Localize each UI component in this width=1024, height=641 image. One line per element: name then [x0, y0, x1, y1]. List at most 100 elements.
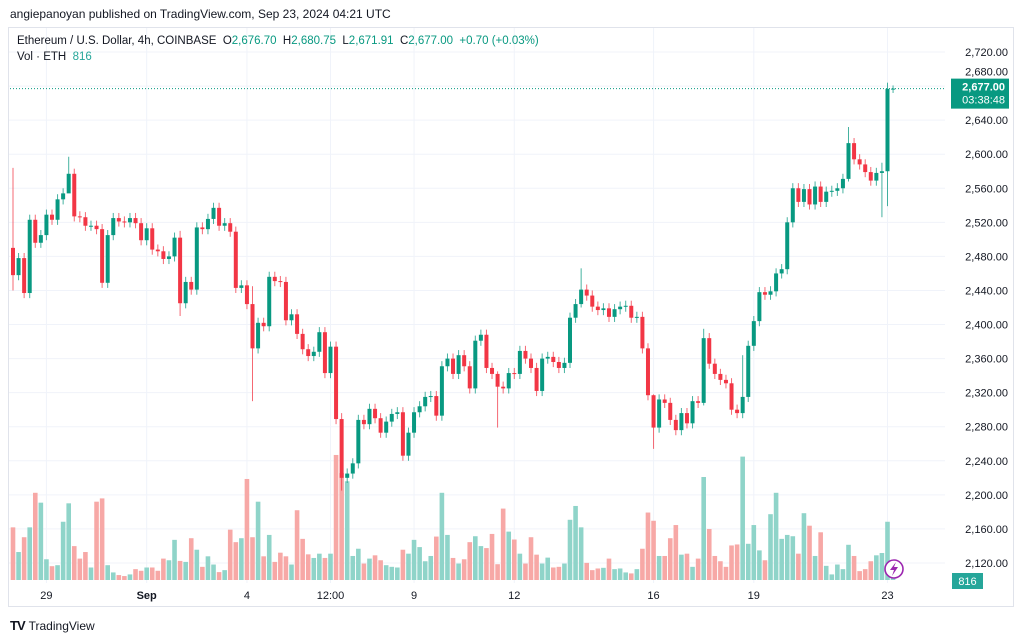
- lightning-icon[interactable]: [884, 559, 904, 579]
- time-tick-label: Sep: [137, 590, 157, 602]
- time-tick-label: 23: [881, 590, 893, 602]
- volume-bar: [322, 557, 328, 580]
- candle-body: [868, 172, 873, 181]
- candle-body: [551, 356, 556, 362]
- volume-bar: [461, 559, 467, 580]
- symbol-title[interactable]: Ethereum / U.S. Dollar, 4h, COINBASE: [17, 35, 217, 47]
- candle-body: [523, 350, 528, 359]
- candle-body: [306, 349, 311, 357]
- volume-bar: [640, 548, 645, 580]
- candle-body: [623, 305, 628, 307]
- candle-body: [233, 231, 238, 288]
- price-axis[interactable]: 2,120.00 2,160.00 2,200.00 2,240.00 2,280.00…: [965, 47, 1008, 570]
- candle-body: [389, 413, 394, 422]
- candle-body: [634, 316, 639, 318]
- grid: [9, 28, 945, 583]
- candle-body: [673, 419, 678, 431]
- candle-body: [746, 345, 751, 397]
- volume-bar: [261, 556, 266, 580]
- candle-body: [373, 408, 378, 419]
- price-tick-label: 2,160.00: [965, 524, 1008, 536]
- volume-bar: [745, 543, 751, 580]
- candle-body: [83, 217, 88, 226]
- candle-body: [356, 419, 361, 464]
- candle-body: [863, 164, 868, 173]
- volume-bar: [667, 538, 673, 580]
- footer: TV TradingView: [10, 618, 95, 633]
- volume-bar: [456, 563, 461, 580]
- candle-body: [16, 258, 21, 276]
- candle-body: [111, 218, 116, 236]
- volume-bar: [166, 560, 172, 580]
- chart-legend: Ethereum / U.S. Dollar, 4h, COINBASE O2,…: [17, 33, 539, 65]
- last-price-value: 2,677.00: [962, 82, 1005, 94]
- candle-body: [517, 350, 522, 374]
- candle-body: [501, 386, 506, 389]
- volume-bar: [250, 537, 255, 580]
- candle-body: [662, 399, 667, 403]
- candle-body: [568, 317, 572, 363]
- volume-bar: [450, 557, 456, 580]
- volume-bar: [495, 564, 500, 580]
- volume-value: 816: [958, 576, 976, 588]
- candle-body: [150, 228, 155, 250]
- price-tick-label: 2,400.00: [965, 320, 1008, 332]
- volume-bar: [44, 559, 49, 580]
- candle-body: [857, 159, 862, 165]
- candle-body: [595, 306, 600, 311]
- candle-body: [835, 188, 840, 191]
- candle-body: [222, 223, 227, 226]
- tradingview-logo-icon[interactable]: TV: [10, 618, 26, 633]
- price-tick-label: 2,240.00: [965, 456, 1008, 468]
- volume-bar: [417, 547, 422, 580]
- volume-bar: [389, 566, 395, 580]
- candle-body: [679, 413, 684, 431]
- candle-body: [38, 235, 43, 243]
- candle-body: [451, 358, 456, 374]
- candle-body: [161, 251, 166, 259]
- volume-bar: [38, 502, 44, 580]
- volume-bar: [445, 534, 450, 580]
- volume-bar: [473, 536, 478, 580]
- candle-body: [629, 305, 634, 318]
- candle-body: [49, 214, 54, 220]
- volume-bar: [66, 503, 71, 580]
- candle-body: [172, 237, 177, 257]
- candle-body: [127, 218, 132, 223]
- volume-bar: [283, 556, 289, 580]
- candle-body: [272, 276, 277, 282]
- candle-body: [506, 373, 511, 389]
- candle-body: [456, 355, 461, 374]
- candle-body: [690, 401, 695, 424]
- volume-bar: [645, 512, 651, 580]
- volume-bar: [512, 539, 517, 580]
- candle-body: [885, 88, 890, 172]
- candle-body: [239, 285, 244, 288]
- candle-body: [467, 366, 472, 389]
- candle-body: [183, 281, 188, 304]
- candle-body: [211, 207, 216, 219]
- ohlc-row: Ethereum / U.S. Dollar, 4h, COINBASE O2,…: [17, 33, 539, 49]
- candle-body: [462, 355, 467, 367]
- candle-body: [423, 396, 428, 407]
- candle-body: [412, 412, 417, 433]
- volume-bar: [723, 566, 729, 580]
- volume-bar: [757, 550, 762, 580]
- brand-name[interactable]: TradingView: [28, 618, 95, 633]
- volume-bar: [868, 561, 874, 580]
- candle-body: [473, 340, 478, 389]
- candle-body: [540, 358, 545, 391]
- volume-bar: [790, 536, 796, 580]
- price-tick-label: 2,520.00: [965, 217, 1008, 229]
- volume-bar: [400, 549, 406, 580]
- volume-bar: [222, 570, 227, 580]
- candle-body: [278, 281, 283, 283]
- candle-body: [384, 421, 389, 433]
- time-tick-label: 12: [508, 590, 520, 602]
- candle-body: [790, 188, 795, 223]
- volume-bar: [617, 568, 623, 580]
- time-axis[interactable]: 29 Sep 4 12:00 9 12 16 19 23: [40, 590, 893, 602]
- candle-body: [194, 227, 199, 290]
- volume-bar: [628, 573, 634, 580]
